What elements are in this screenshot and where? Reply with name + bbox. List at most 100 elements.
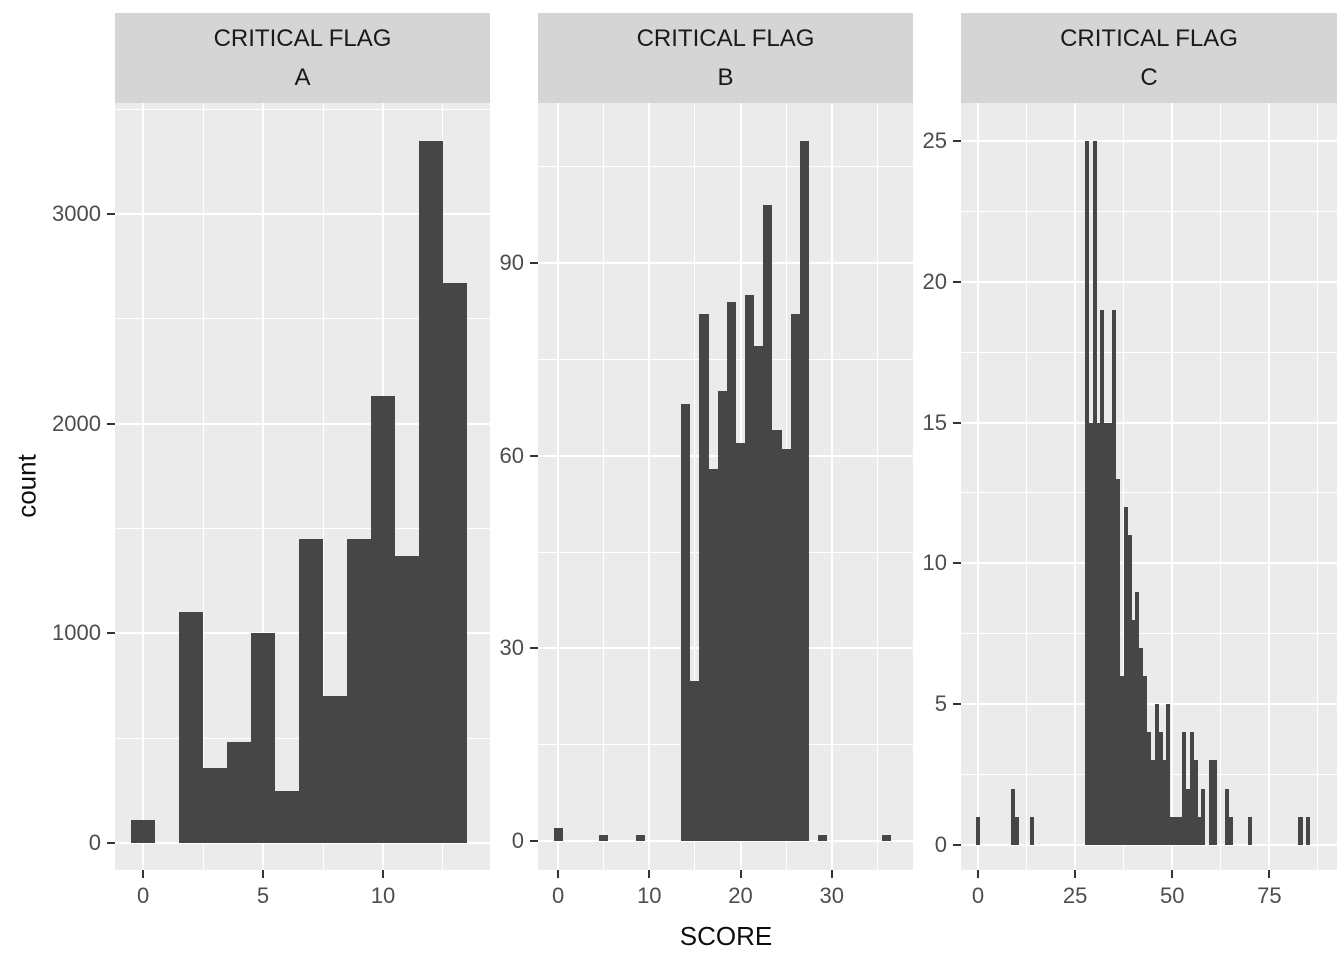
histogram-bar [1119, 676, 1124, 845]
minor-gridline [538, 166, 913, 168]
x-axis-tick [142, 870, 145, 878]
facet-strip-c: CRITICAL FLAG C [961, 13, 1337, 103]
major-gridline [1268, 103, 1271, 870]
histogram-bar [1212, 760, 1218, 845]
y-axis-tick [530, 261, 538, 264]
strip-title: CRITICAL FLAG [1060, 24, 1238, 52]
y-tick-label: 90 [499, 249, 524, 275]
x-tick-label: 0 [136, 883, 150, 908]
histogram-bar [1100, 309, 1105, 845]
histogram-bar [1247, 816, 1252, 845]
histogram-bar [1146, 732, 1151, 845]
strip-facet-label: A [294, 63, 311, 91]
major-gridline [1171, 103, 1174, 870]
histogram-bar [227, 742, 252, 843]
minor-gridline [961, 492, 1337, 494]
y-axis-tick [530, 454, 538, 457]
y-axis-tick [107, 841, 115, 844]
major-gridline [830, 103, 833, 870]
major-gridline [538, 840, 913, 843]
histogram-bar [1158, 732, 1163, 845]
histogram-bar [131, 819, 156, 843]
x-tick-label: 0 [971, 883, 985, 908]
y-axis-title: count [11, 454, 42, 518]
histogram-panel-b [538, 103, 913, 870]
minor-gridline [1220, 103, 1222, 870]
y-tick-label: 2000 [52, 410, 101, 436]
histogram-bar [442, 283, 467, 843]
y-axis-tick [953, 421, 961, 424]
histogram-bar [1166, 704, 1171, 845]
histogram-bar [781, 449, 791, 842]
strip-title: CRITICAL FLAG [213, 24, 392, 52]
histogram-bar [1092, 141, 1097, 845]
histogram-bar [726, 301, 736, 842]
histogram-bar [1139, 647, 1144, 845]
minor-gridline [115, 318, 490, 320]
histogram-bar [1162, 760, 1167, 845]
histogram-bar [717, 391, 727, 842]
minor-gridline [961, 351, 1337, 353]
x-axis-title: SCORE [679, 921, 773, 951]
major-gridline [557, 103, 560, 870]
y-tick-label: 10 [922, 550, 947, 576]
y-axis-tick [107, 422, 115, 425]
histogram-bar [754, 346, 764, 842]
y-axis-tick [953, 140, 961, 142]
minor-gridline [1317, 103, 1319, 870]
x-tick-label: 25 [1062, 883, 1088, 908]
histogram-bar [1174, 816, 1179, 845]
histogram-bar [799, 140, 809, 842]
minor-gridline [538, 358, 913, 360]
minor-gridline [1026, 103, 1028, 870]
histogram-bar [1197, 816, 1202, 845]
major-gridline [115, 422, 490, 425]
major-gridline [961, 562, 1337, 565]
histogram-bar [394, 555, 419, 843]
histogram-bar [635, 834, 645, 842]
histogram-bar [1111, 309, 1116, 845]
y-tick-label: 15 [922, 409, 947, 435]
y-axis-tick [953, 703, 961, 706]
histogram-bar [1185, 788, 1190, 845]
major-gridline [1074, 103, 1077, 870]
histogram-bar [370, 396, 395, 843]
histogram-bar [1084, 141, 1089, 845]
histogram-bar [1088, 422, 1093, 845]
x-tick-label: 10 [370, 883, 396, 908]
histogram-bar [1193, 760, 1198, 845]
histogram-bar [1201, 788, 1206, 845]
histogram-bar [553, 828, 563, 842]
y-axis-tick [107, 632, 115, 635]
histogram-bar [1224, 788, 1229, 845]
histogram-bar [1104, 422, 1109, 845]
x-tick-label: 10 [637, 883, 662, 908]
histogram-bar [708, 468, 718, 842]
histogram-bar [699, 314, 709, 842]
histogram-bar [1123, 507, 1128, 845]
y-tick-label: 30 [499, 635, 524, 661]
histogram-bar [818, 834, 828, 842]
histogram-panel-c [961, 103, 1337, 870]
histogram-bar [772, 429, 782, 842]
y-tick-label: 60 [499, 442, 524, 468]
strip-facet-label: B [717, 63, 734, 91]
histogram-bar [1127, 535, 1132, 845]
minor-gridline [603, 103, 605, 870]
x-tick-label: 5 [256, 883, 270, 908]
y-tick-label: 0 [511, 828, 524, 854]
major-gridline [961, 703, 1337, 706]
histogram-bar [763, 205, 773, 842]
histogram-bar [1306, 816, 1311, 845]
strip-title: CRITICAL FLAG [636, 24, 815, 52]
histogram-bar [1189, 732, 1194, 845]
minor-gridline [961, 633, 1337, 635]
major-gridline [961, 140, 1337, 143]
histogram-bar [1150, 760, 1155, 845]
x-tick-label: 20 [728, 883, 753, 908]
y-axis-tick [530, 840, 538, 843]
histogram-bar [690, 680, 700, 842]
minor-gridline [322, 103, 324, 870]
y-axis-tick [107, 213, 115, 216]
